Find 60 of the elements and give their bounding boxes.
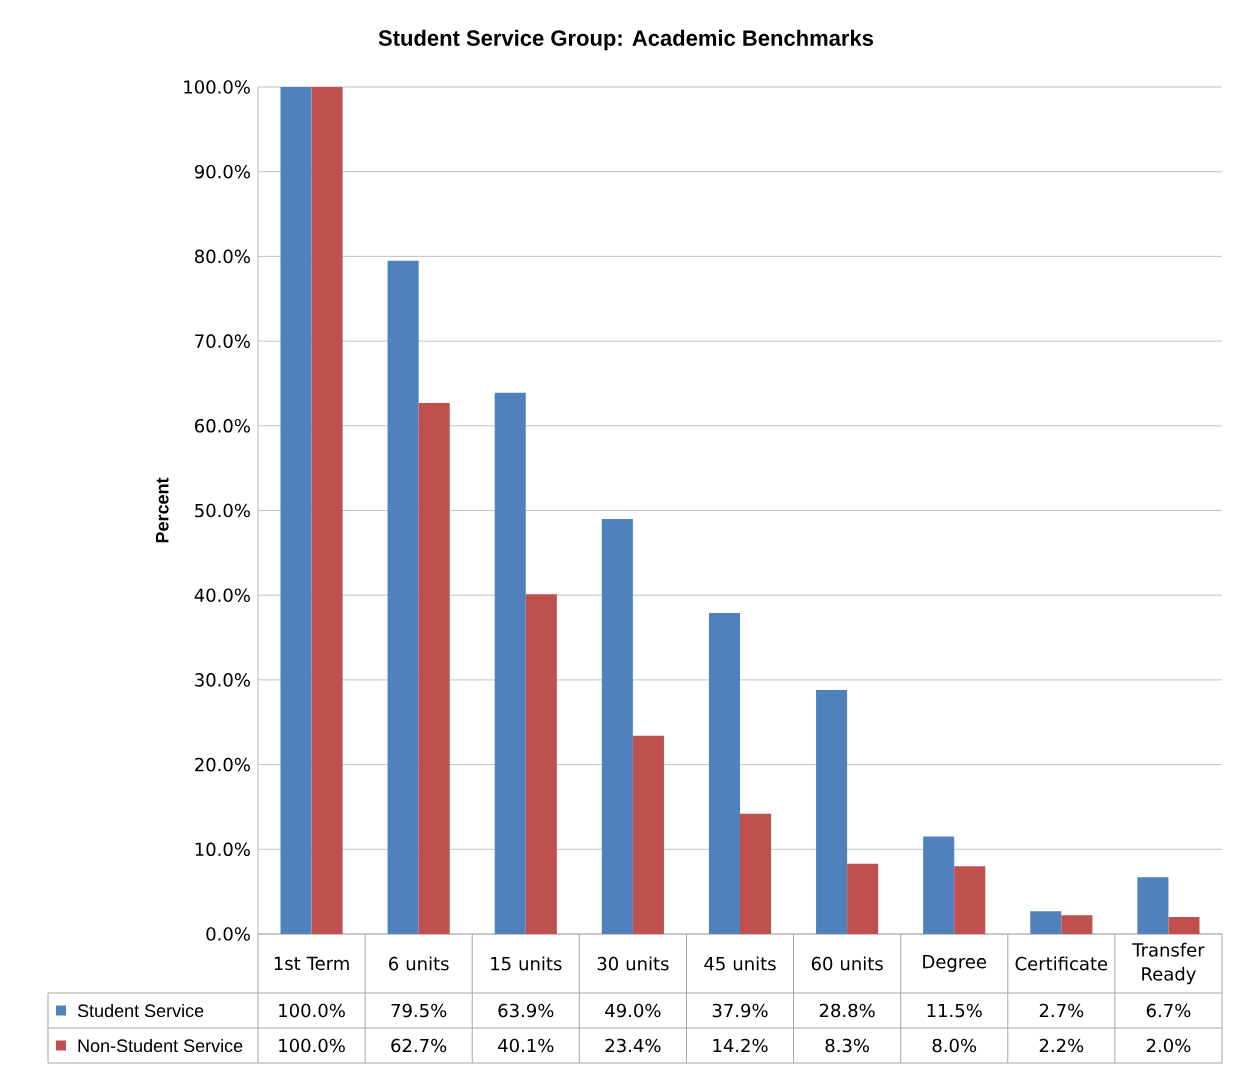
bar (280, 87, 312, 934)
y-tick-label: 100.0% (184, 80, 250, 94)
data-label: 11.5% (927, 1003, 982, 1018)
data-label: 100.0% (279, 1038, 345, 1053)
bar (1168, 917, 1200, 934)
data-label: 62.7% (391, 1038, 447, 1053)
y-tick-label: 90.0% (194, 164, 250, 179)
data-label: 14.2% (713, 1038, 768, 1053)
data-label: 37.9% (712, 1003, 768, 1018)
data-label: 28.8% (819, 1003, 875, 1018)
y-tick-label: 40.0% (194, 588, 250, 602)
x-tick-label: 1st Term (274, 956, 349, 971)
x-tick-label: 15 units (491, 956, 562, 971)
y-tick-label: 60.0% (195, 418, 250, 433)
bar (525, 594, 557, 934)
bar (311, 87, 343, 934)
data-label: 2.2% (1039, 1038, 1084, 1053)
x-tick-label: 30 units (597, 956, 669, 971)
data-label: 2.0% (1146, 1038, 1191, 1053)
legend-label: Student Service (77, 1003, 204, 1018)
bar (632, 735, 664, 934)
y-tick-label: 80.0% (194, 249, 250, 264)
bar (601, 518, 633, 934)
data-label: 6.7% (1146, 1003, 1191, 1018)
y-tick-label: 0.0% (206, 927, 250, 941)
bar (954, 866, 986, 934)
data-label: 49.0% (605, 1003, 661, 1018)
bar (847, 863, 879, 934)
x-tick-label: Certificate (1015, 956, 1108, 971)
x-tick-label: 60 units (811, 956, 883, 971)
bar (816, 690, 848, 934)
data-label: 100.0% (279, 1003, 345, 1018)
data-label: 8.3% (825, 1038, 869, 1053)
bar (708, 612, 740, 934)
data-label: 79.5% (391, 1003, 447, 1018)
x-tick-label: Degree (923, 955, 987, 972)
bar (923, 836, 955, 934)
bar (1030, 911, 1062, 934)
y-tick-label: 30.0% (195, 673, 250, 687)
y-tick-label: 70.0% (195, 334, 250, 348)
data-label: 23.4% (605, 1038, 661, 1053)
bar (387, 260, 419, 934)
bar (740, 813, 772, 934)
bar (1061, 915, 1093, 934)
x-tick-label: 6 units (389, 956, 449, 971)
y-tick-label: 10.0% (195, 842, 250, 857)
legend-label: Non-Student Service (78, 1038, 243, 1053)
x-tick-label: Transfer Ready (1132, 942, 1205, 985)
bar (418, 402, 450, 934)
data-label: 8.0% (932, 1038, 977, 1053)
x-tick-label: 45 units (704, 956, 776, 971)
y-tick-label: 50.0% (195, 503, 250, 518)
chart-title: Student Service Group: Academic Benchmarks (378, 29, 874, 51)
bar (494, 392, 526, 934)
data-label: 40.1% (498, 1038, 554, 1053)
y-tick-label: 20.0% (195, 757, 250, 772)
data-label: 2.7% (1039, 1003, 1084, 1018)
y-axis-title: Percent (156, 477, 169, 543)
bar (1137, 877, 1169, 934)
data-label: 63.9% (498, 1003, 554, 1018)
